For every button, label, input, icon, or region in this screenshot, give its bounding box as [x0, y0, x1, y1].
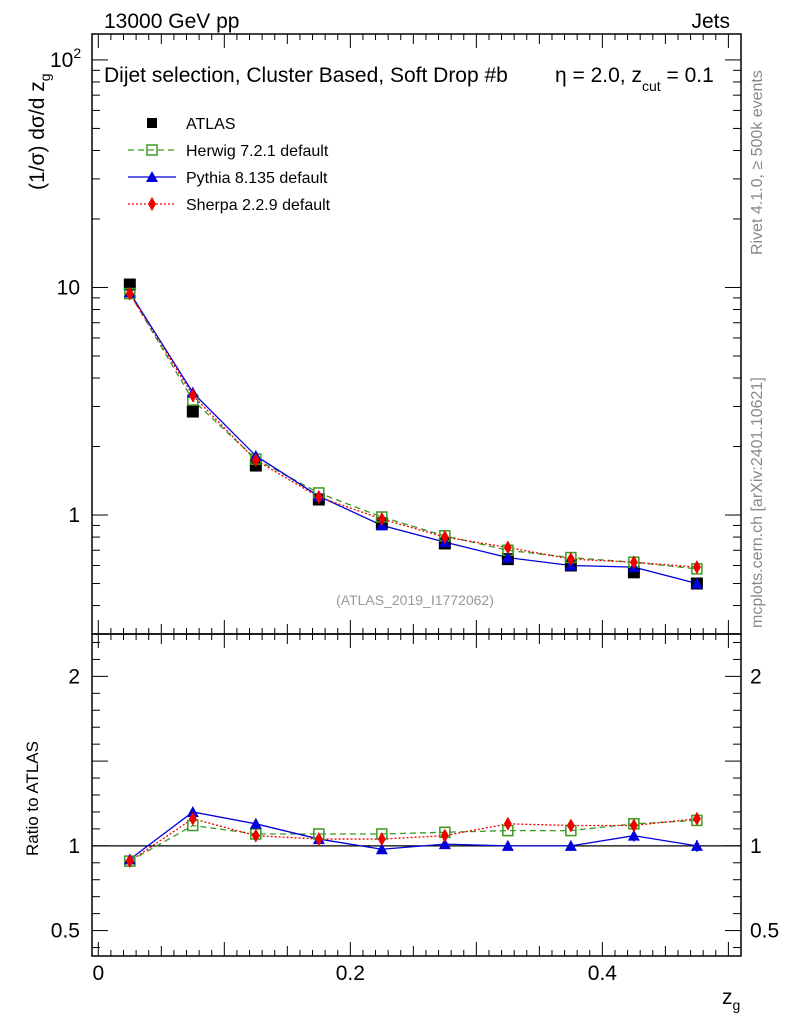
series-point-ratio: [249, 817, 262, 829]
atlas-data-point: [186, 405, 199, 418]
legend-marker-atlas: [147, 118, 157, 128]
y-axis-label-main: (1/σ) dσ/d z: [26, 81, 49, 190]
series-point-main: [692, 560, 701, 575]
series-point-main: [251, 453, 260, 468]
series-point-ratio: [503, 816, 512, 831]
legend: ATLAS Herwig 7.2.1 default Pythia 8.135 …: [128, 116, 331, 214]
x-tick-label: 0.2: [336, 962, 365, 985]
series-line-ratio: [129, 811, 697, 860]
series-point-main: [377, 512, 386, 527]
chart-title-tail: = 0.1: [661, 64, 714, 87]
series-point-main: [566, 552, 575, 567]
series-point-ratio: [438, 838, 451, 850]
atlas-data-point: [123, 278, 136, 291]
series-point-ratio: [314, 832, 323, 847]
legend-label-herwig: Herwig 7.2.1 default: [186, 143, 329, 160]
x-axis-label: zg: [722, 986, 740, 1013]
series-point-ratio: [440, 828, 449, 843]
y-tick-label: 102: [50, 45, 81, 72]
series-line-ratio: [129, 819, 697, 862]
legend-marker-herwig: [146, 144, 158, 156]
chart-title-sub: cut: [642, 78, 661, 94]
side-label-rivet: Rivet 4.1.0, ≥ 500k events: [749, 70, 766, 255]
chart-title-eta: η = 2.0, zcut = 0.1: [555, 64, 714, 94]
series-lines: [129, 292, 698, 862]
y-axis-label: (1/σ) dσ/d zg: [26, 73, 53, 190]
ratio-tick-label-right: 1: [750, 835, 762, 858]
header-left: 13000 GeV pp: [104, 10, 239, 33]
x-tick-label: 0: [92, 962, 104, 985]
chart-title-eta-text: η = 2.0, z: [555, 64, 642, 87]
header-right: Jets: [691, 10, 730, 33]
series-point-ratio: [125, 854, 134, 869]
ratio-tick-label-right: 0.5: [750, 920, 779, 943]
series-point-ratio: [627, 829, 640, 841]
legend-label-pythia: Pythia 8.135 default: [186, 170, 328, 187]
x-axis-label-sub: g: [733, 997, 741, 1013]
side-label-mcplots: mcplots.cern.ch [arXiv:2401.10621]: [749, 377, 766, 628]
series-point-main: [188, 388, 197, 403]
legend-marker-sherpa: [148, 197, 156, 211]
legend-marker-pythia: [146, 171, 158, 182]
y-tick-label-base: 10: [50, 49, 73, 72]
legend-label-atlas: ATLAS: [186, 116, 236, 133]
series-point-ratio: [629, 818, 638, 833]
y-tick-label: 1: [68, 504, 80, 527]
series-point-ratio: [692, 811, 701, 826]
series-line-ratio: [129, 818, 697, 862]
series-point-ratio: [690, 839, 703, 851]
series-point-ratio: [251, 828, 260, 843]
ratio-tick-label-right: 2: [750, 665, 762, 688]
series-point-main: [125, 286, 134, 301]
series-point-ratio: [564, 839, 577, 851]
series-point-ratio: [566, 818, 575, 833]
series-line-main: [129, 293, 697, 568]
series-point-main: [690, 577, 703, 589]
chart-title: Dijet selection, Cluster Based, Soft Dro…: [104, 64, 508, 87]
ratio-tick-label: 2: [68, 665, 80, 688]
x-tick-label: 0.4: [588, 962, 618, 985]
data-markers: [123, 278, 703, 869]
y-tick-label-exp: 2: [73, 45, 81, 61]
series-point-main: [501, 551, 514, 563]
y-tick-label: 10: [57, 276, 80, 299]
ratio-tick-label: 0.5: [51, 920, 80, 943]
analysis-id: (ATLAS_2019_I1772062): [336, 592, 494, 608]
series-point-main: [503, 540, 512, 555]
y-axis-label-sub: g: [37, 73, 53, 81]
ratio-plot-frame: [91, 633, 742, 957]
ratio-tick-label: 1: [68, 835, 80, 858]
series-point-main: [629, 555, 638, 570]
series-point-main: [440, 530, 449, 545]
x-axis-label-main: z: [722, 986, 733, 1009]
series-point-ratio: [375, 843, 388, 855]
ratio-axis-label: Ratio to ATLAS: [23, 741, 42, 856]
series-point-ratio: [377, 832, 386, 847]
series-line-main: [129, 293, 697, 570]
series-point-ratio: [186, 805, 199, 817]
series-point-ratio: [188, 811, 197, 826]
series-point-main: [314, 490, 323, 505]
series-point-ratio: [501, 839, 514, 851]
series-line-main: [129, 292, 698, 585]
legend-label-sherpa: Sherpa 2.2.9 default: [186, 197, 331, 214]
chart-title-main: Dijet selection, Cluster Based, Soft Dro…: [104, 64, 508, 87]
